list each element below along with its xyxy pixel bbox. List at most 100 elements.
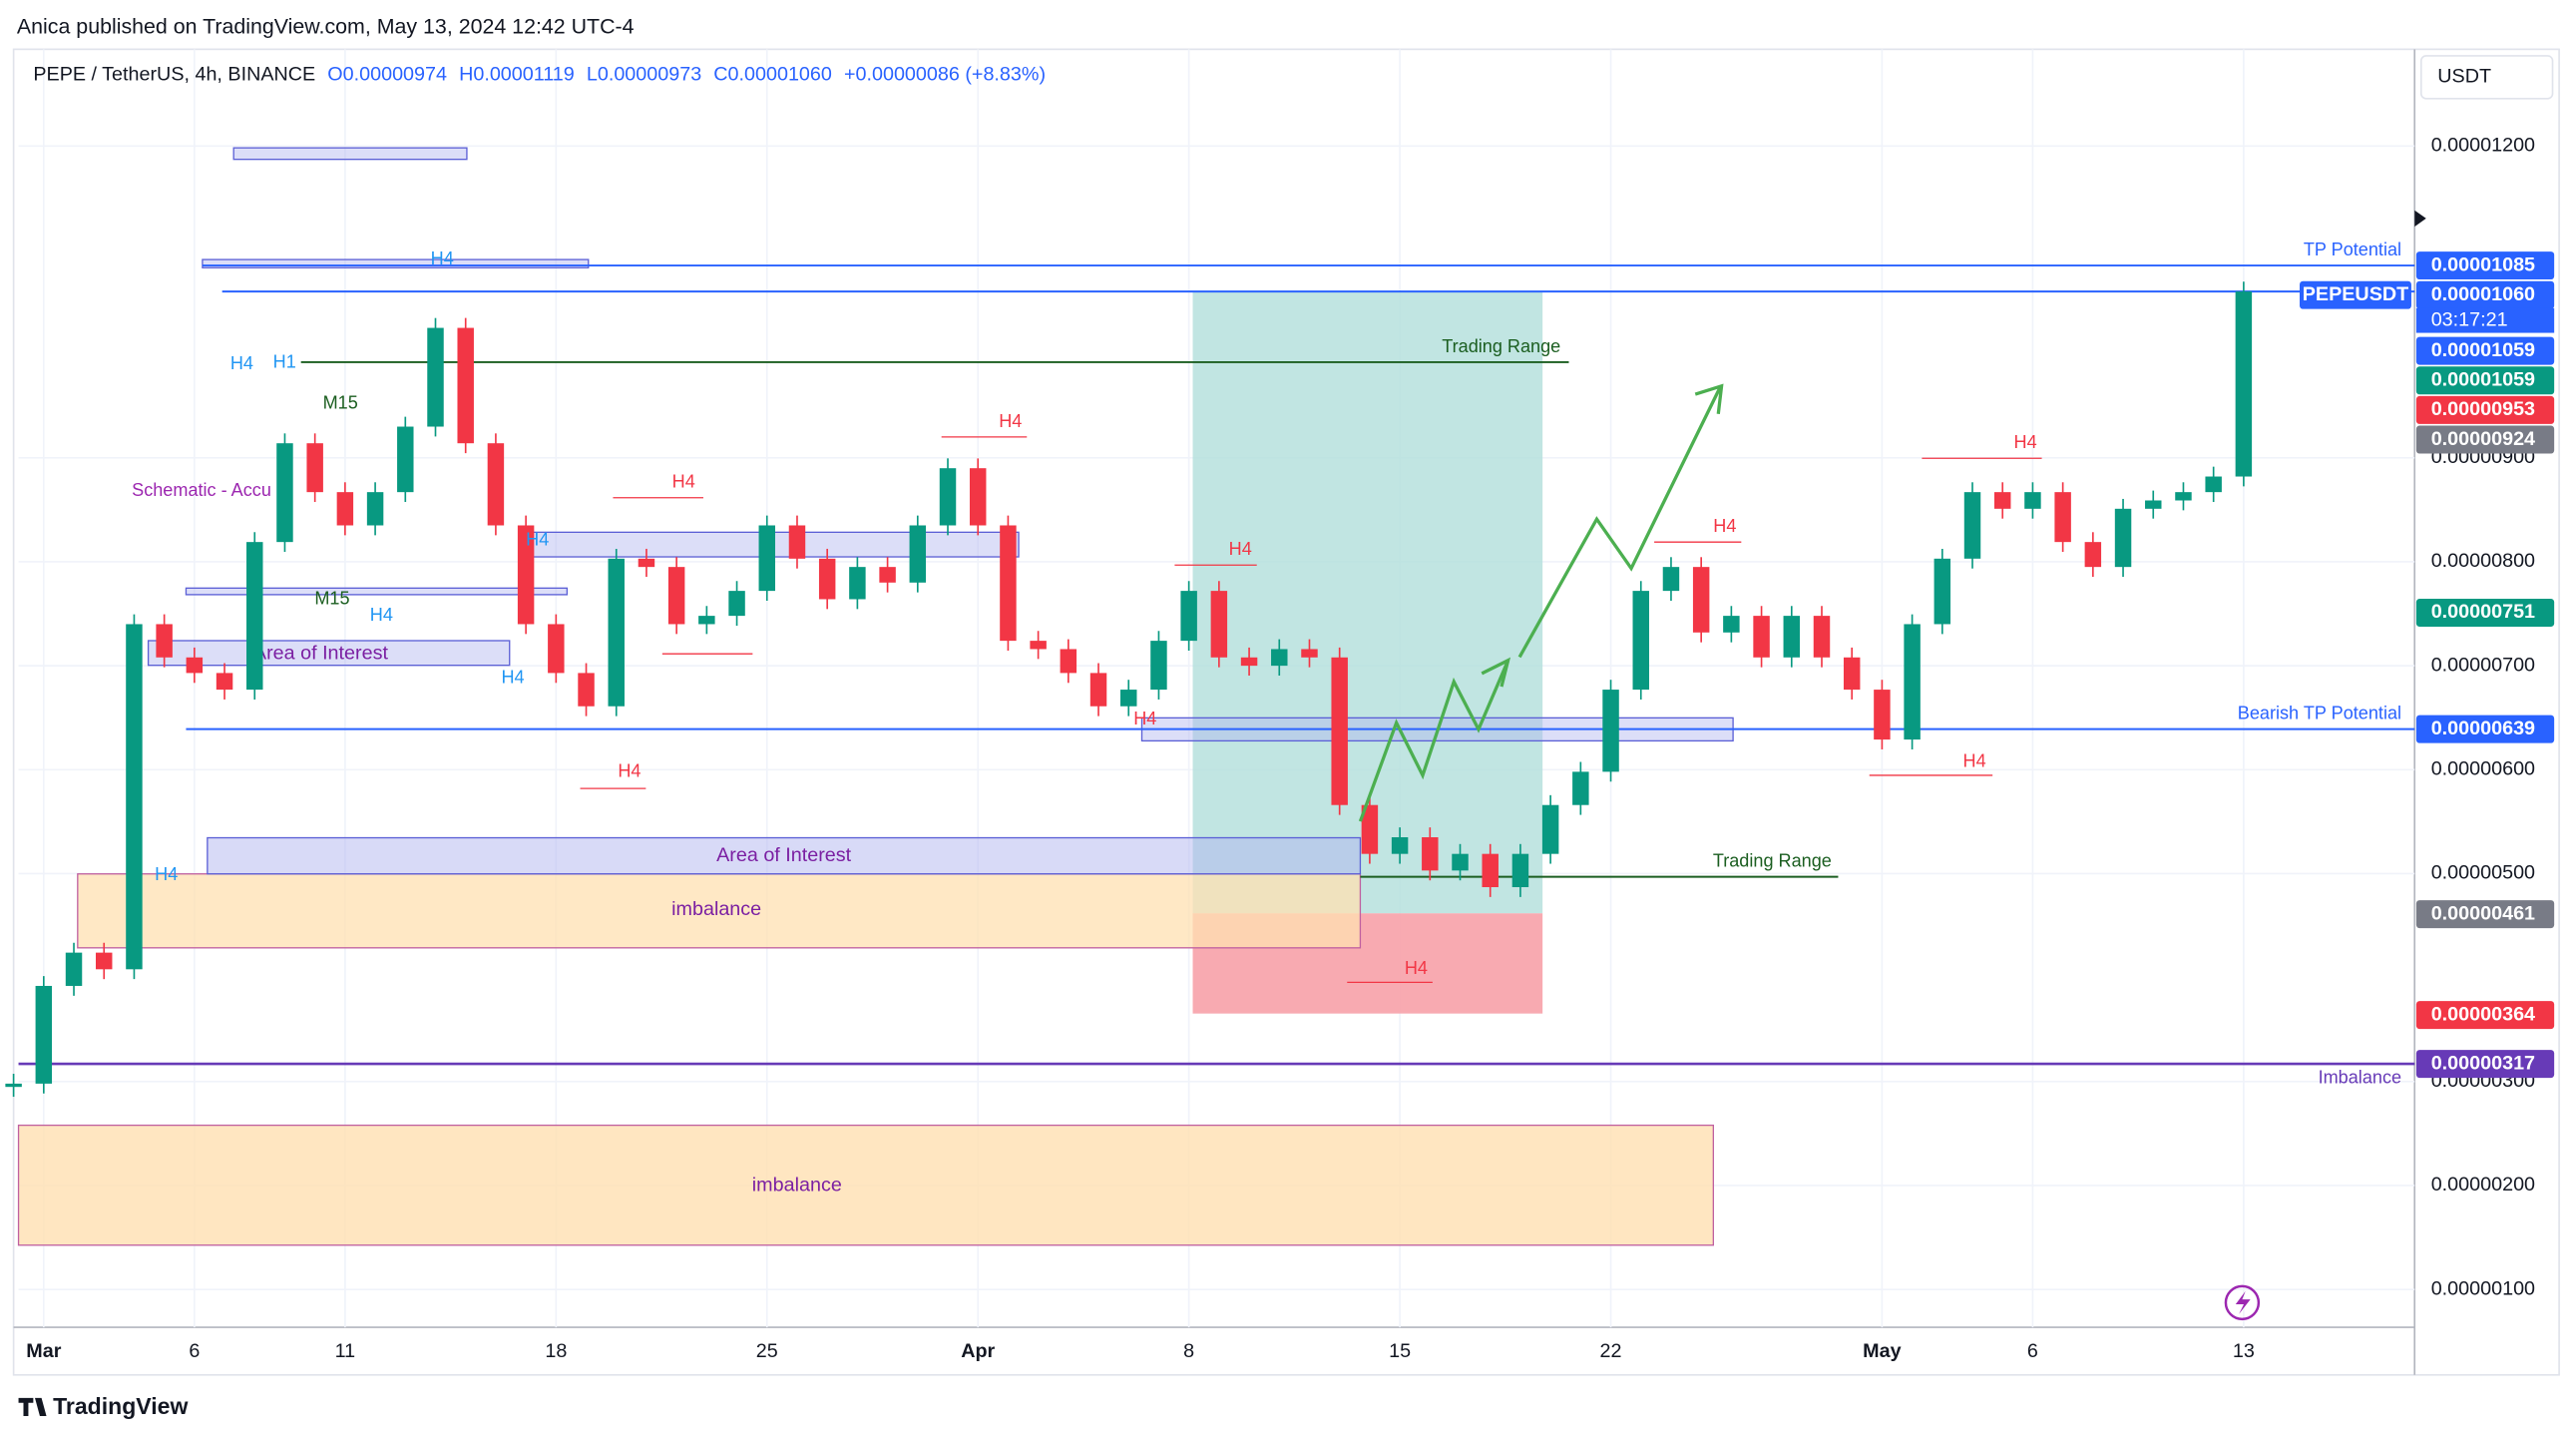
candle (1240, 657, 1258, 667)
marker-label: H4 (672, 472, 695, 492)
candle (215, 673, 233, 691)
x-tick-label: Apr (961, 1340, 995, 1362)
candle (849, 567, 866, 600)
candle (969, 468, 987, 526)
candle (276, 443, 293, 543)
candle (728, 591, 745, 617)
marker-label: H1 (273, 352, 296, 372)
high: H0.00001119 (459, 64, 575, 86)
candle (1783, 616, 1801, 658)
close: C0.00001060 (713, 64, 832, 86)
countdown: 03:17:21 (2431, 308, 2508, 330)
arrow-head (1694, 383, 1724, 415)
candle (1723, 616, 1740, 633)
zone (207, 836, 1362, 875)
x-tick-label: 25 (756, 1340, 778, 1362)
currency-button[interactable] (2419, 55, 2554, 100)
x-tick-label: 6 (189, 1340, 200, 1362)
candle (758, 525, 775, 592)
candle (336, 492, 354, 526)
candle (608, 558, 625, 707)
candle (1632, 591, 1649, 691)
currency[interactable]: USDT (2437, 66, 2491, 88)
marker-label: H4 (501, 668, 524, 688)
candle (1482, 853, 1499, 888)
marker-label: M15 (314, 589, 349, 609)
y-tick-label: 0.00001200 (2431, 134, 2535, 156)
candle (96, 952, 113, 970)
symbol-tag-label: PEPEUSDT (2303, 283, 2408, 305)
candle (2084, 542, 2102, 568)
candle (939, 468, 957, 526)
y-tick-label: 0.00000200 (2431, 1174, 2535, 1196)
candle (126, 624, 143, 970)
candle (548, 624, 565, 674)
x-tick-label: 15 (1389, 1340, 1411, 1362)
marker-label: H4 (1133, 709, 1156, 728)
symbol: PEPE / TetherUS, 4h, BINANCE (33, 64, 315, 86)
price-tag (2415, 336, 2555, 365)
candle (1000, 525, 1017, 642)
candle (427, 327, 444, 427)
candle (667, 567, 685, 625)
candle (246, 542, 263, 691)
y-tick-label: 0.00000500 (2431, 862, 2535, 884)
candle (186, 657, 204, 674)
candle (487, 443, 505, 526)
price-tag-label: 0.00001059 (2431, 339, 2535, 361)
candle (1271, 649, 1288, 667)
change: +0.00000086 (+8.83%) (844, 64, 1046, 86)
marker-lines (580, 436, 2042, 984)
price-tag (2415, 280, 2555, 309)
candle (1963, 492, 1981, 559)
symbol-tag (2300, 280, 2411, 309)
price-tag (2415, 366, 2555, 395)
footer-brand: TradingView (53, 1393, 188, 1419)
legend: PEPE / TetherUS, 4h, BINANCE O0.00000974… (33, 64, 1046, 86)
candle (909, 525, 927, 583)
candle (2024, 492, 2041, 509)
levels: TP Potential Bearish TP Potential Imbalanc… (18, 240, 2415, 1088)
price-tag-label: 0.00001059 (2431, 369, 2535, 391)
candle (1361, 804, 1379, 854)
alert-icon[interactable] (2224, 1284, 2261, 1321)
zone-label: Area of Interest (716, 844, 852, 866)
x-tick-label: 13 (2233, 1340, 2255, 1362)
price-tag-label: 0.00000461 (2431, 902, 2535, 924)
candle (1843, 657, 1861, 691)
price-tag (2415, 251, 2555, 280)
price-tag-label: 0.00001085 (2431, 253, 2535, 275)
alert-bolt (2235, 1290, 2251, 1314)
candle (2145, 500, 2162, 509)
candle (517, 525, 535, 625)
candle (397, 426, 414, 493)
candles (5, 281, 2253, 1098)
marker-label: H4 (431, 248, 454, 268)
candle (1391, 837, 1409, 854)
marker-label: H4 (1405, 958, 1428, 978)
candle (1060, 649, 1077, 674)
candle (638, 558, 655, 568)
marker-label: H4 (1713, 516, 1736, 536)
zone (17, 1124, 1715, 1246)
candle (2175, 492, 2192, 501)
candle (65, 952, 83, 986)
candle (1331, 657, 1348, 805)
price-tag (2415, 598, 2555, 627)
low: L0.00000973 (587, 64, 701, 86)
x-tick-label: 18 (545, 1340, 567, 1362)
candle (1692, 567, 1710, 633)
candle (156, 624, 173, 658)
level-label: Imbalance (2319, 1068, 2401, 1088)
candle (578, 673, 595, 707)
zone (185, 587, 569, 596)
candle (2235, 291, 2253, 477)
y-tick-label: 0.00000700 (2431, 654, 2535, 676)
marker-label: H4 (526, 529, 549, 549)
marker-label: H4 (618, 760, 641, 780)
price-tag-label: 0.00000953 (2431, 398, 2535, 420)
level-label: TP Potential (2304, 240, 2401, 259)
level-label: Bearish TP Potential (2238, 704, 2401, 723)
y-tick-label: 0.00000800 (2431, 550, 2535, 572)
